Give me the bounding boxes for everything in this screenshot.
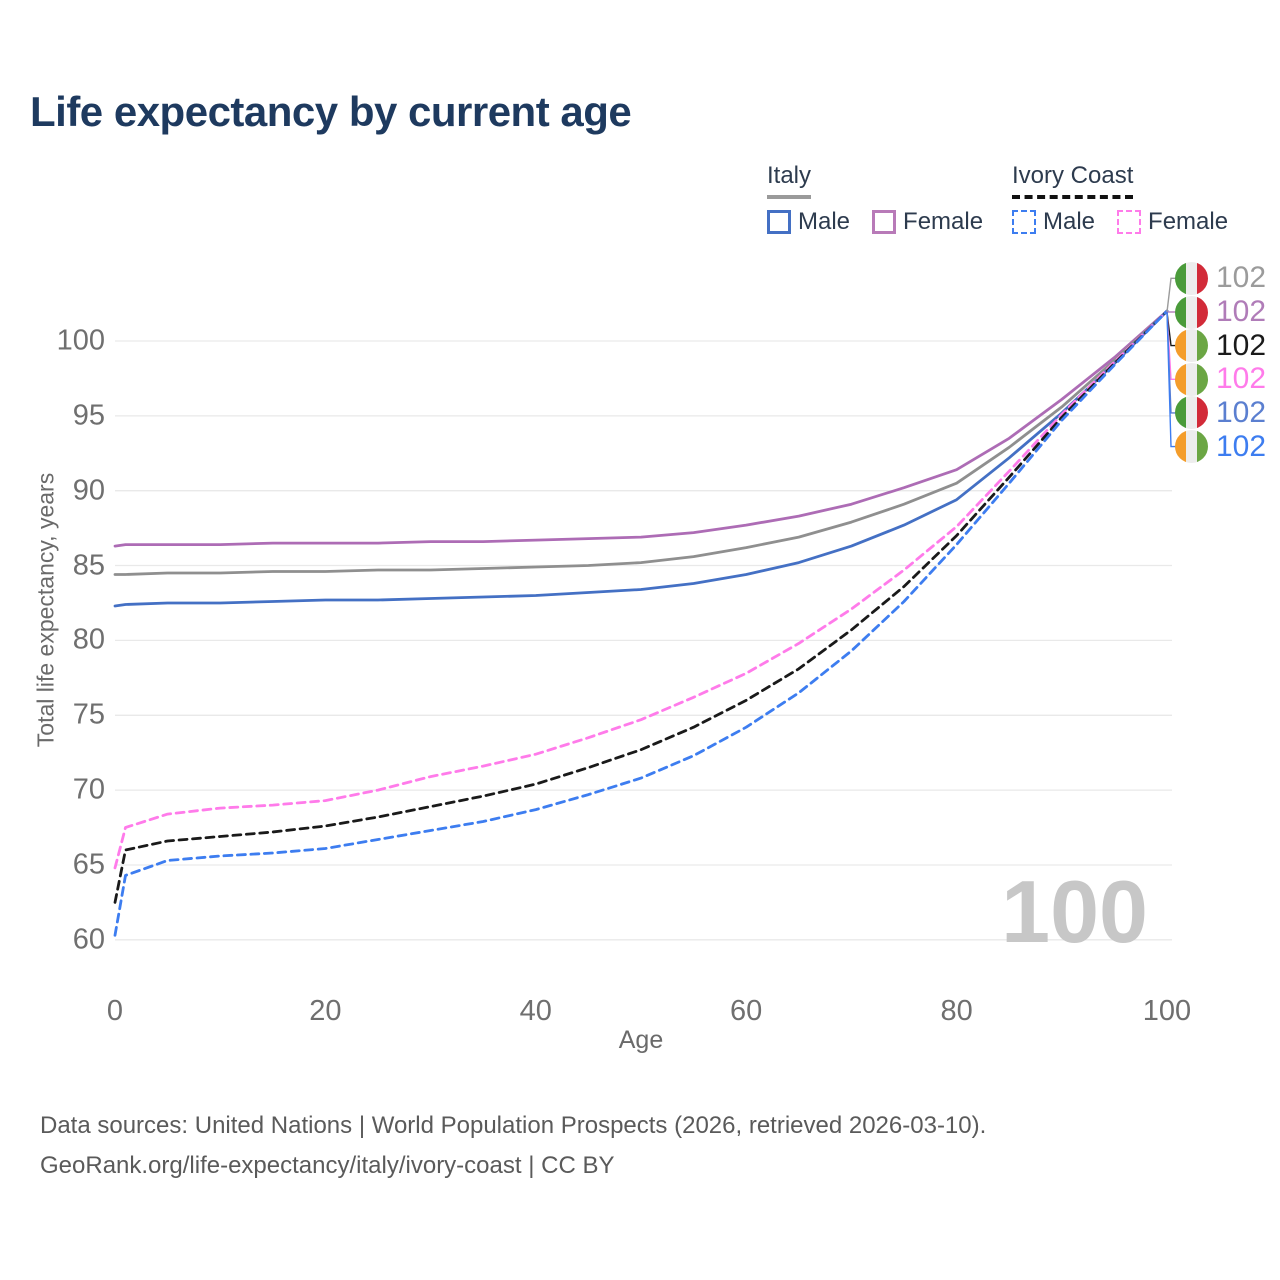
end-label-row: 102 (1175, 329, 1266, 363)
end-label-row: 102 (1175, 396, 1266, 430)
ivory-coast-flag-icon (1175, 430, 1208, 464)
x-tick: 60 (730, 995, 763, 1027)
y-tick: 100 (56, 324, 105, 357)
ivory-coast-flag-icon (1175, 362, 1208, 396)
x-tick: 0 (106, 995, 124, 1027)
footer-data-sources: Data sources: United Nations | World Pop… (40, 1112, 987, 1139)
series-line-italy-both (113, 309, 1169, 576)
x-tick: 100 (1142, 995, 1192, 1027)
leader-line (1166, 277, 1176, 313)
legend-item-italy-female[interactable]: Female (872, 208, 983, 236)
series-line-italy-female (113, 309, 1169, 548)
leader-line (1166, 311, 1176, 448)
footer: Data sources: United Nations | World Pop… (40, 1106, 986, 1186)
y-tick: 60 (72, 923, 105, 956)
legend-item-italy-male[interactable]: Male (767, 208, 850, 236)
legend-label: Female (1148, 208, 1229, 235)
series-line-ivory-coast-both (113, 309, 1169, 904)
italy-male-swatch-icon (767, 210, 791, 234)
end-value-label: 102 (1216, 362, 1267, 396)
end-label-row: 102 (1175, 295, 1266, 329)
y-axis-title: Total life expectancy, years (32, 472, 59, 748)
y-tick: 75 (72, 698, 105, 731)
italy-flag-icon (1175, 396, 1208, 430)
y-tick: 95 (72, 399, 105, 432)
end-value-label: 102 (1216, 328, 1267, 362)
legend-label: Male (798, 208, 851, 235)
italy-flag-icon (1175, 295, 1208, 329)
legend-country-ivory-coast: Ivory Coast (1012, 162, 1134, 199)
end-label-row: 102 (1175, 430, 1266, 464)
end-value-label: 102 (1216, 295, 1267, 328)
y-tick: 70 (72, 773, 105, 806)
y-tick: 85 (72, 549, 105, 582)
page-title: Life expectancy by current age (30, 88, 632, 135)
x-axis-title: Age (618, 1026, 664, 1054)
italy-flag-icon (1175, 261, 1208, 295)
y-tick: 90 (72, 474, 105, 507)
x-tick: 40 (519, 995, 552, 1027)
legend-group-ivory-coast: Ivory Coast Male Female (1012, 162, 1228, 236)
end-label-row: 102 (1175, 362, 1266, 396)
end-value-label: 102 (1216, 429, 1267, 463)
ivory-coast-male-swatch-icon (1012, 210, 1036, 234)
series-line-italy-male (113, 309, 1169, 608)
current-age-watermark: 100 (1001, 862, 1148, 961)
end-value-label: 102 (1216, 395, 1267, 429)
y-tick: 80 (72, 623, 105, 656)
footer-attribution: GeoRank.org/life-expectancy/italy/ivory-… (40, 1152, 615, 1179)
legend-label: Male (1043, 208, 1096, 235)
legend-label: Female (903, 208, 984, 235)
legend-group-italy: Italy Male Female (767, 162, 983, 236)
x-tick: 20 (309, 995, 342, 1027)
x-tick: 80 (940, 995, 973, 1027)
legend-item-ivory-coast-male[interactable]: Male (1012, 208, 1095, 236)
end-label-row: 102 (1175, 261, 1266, 295)
y-tick: 65 (72, 848, 105, 881)
ivory-coast-female-swatch-icon (1117, 210, 1142, 234)
end-value-label: 102 (1216, 261, 1267, 295)
ivory-coast-flag-icon (1175, 329, 1208, 363)
legend-country-italy: Italy (767, 162, 812, 199)
series-line-ivory-coast-male (113, 309, 1169, 937)
series-line-ivory-coast-female (113, 309, 1169, 870)
legend-item-ivory-coast-female[interactable]: Female (1117, 208, 1228, 236)
italy-female-swatch-icon (872, 210, 897, 234)
